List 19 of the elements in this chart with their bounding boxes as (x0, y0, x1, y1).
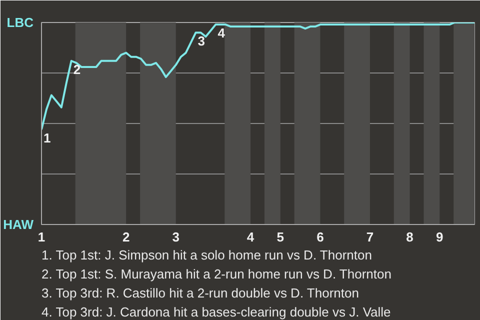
annotation: 4 (218, 26, 226, 41)
annotation: 3 (198, 34, 206, 49)
x-tick-label: 8 (406, 230, 414, 244)
x-tick-label: 7 (366, 230, 374, 244)
x-tick-label: 2 (122, 230, 130, 244)
x-tick-label: 5 (276, 230, 284, 244)
annotation: 1 (44, 130, 51, 146)
text: 2. Top 1st: S. Murayama hit a 2-run home run vs D. Thornton (42, 266, 392, 282)
text: LBC (6, 15, 34, 30)
text: HAW (3, 217, 34, 232)
x-tick-label: 3 (172, 230, 180, 244)
text: 3. Top 3rd: R. Castillo hit a 2-run double vs D. Thornton (42, 286, 359, 300)
annotation: 2 (73, 62, 81, 77)
text: 4. Top 3rd: J. Cardona hit a bases-clearing double vs J. Valle (42, 304, 391, 320)
text: 1. Top 1st: J. Simpson hit a solo home run vs D. Thornton (42, 248, 372, 262)
x-tick-label: 1 (38, 230, 46, 244)
x-tick-label: 4 (246, 230, 255, 244)
x-tick-label: 6 (316, 230, 324, 244)
x-tick-label: 9 (436, 230, 444, 244)
